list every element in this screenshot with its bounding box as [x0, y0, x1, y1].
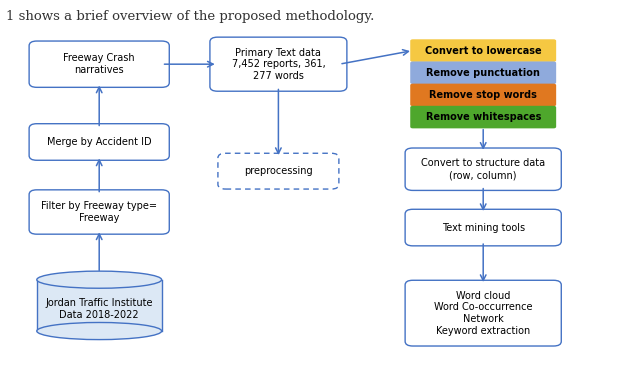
FancyBboxPatch shape: [410, 84, 556, 106]
Text: Text mining tools: Text mining tools: [442, 223, 525, 233]
Ellipse shape: [36, 322, 162, 340]
Text: Primary Text data
7,452 reports, 361,
277 words: Primary Text data 7,452 reports, 361, 27…: [232, 47, 325, 81]
Text: Remove whitespaces: Remove whitespaces: [426, 112, 541, 122]
Text: Remove punctuation: Remove punctuation: [426, 68, 540, 78]
FancyBboxPatch shape: [218, 153, 339, 189]
FancyBboxPatch shape: [405, 280, 561, 346]
FancyBboxPatch shape: [29, 41, 169, 88]
FancyBboxPatch shape: [210, 37, 347, 91]
Text: Remove stop words: Remove stop words: [429, 90, 537, 100]
FancyBboxPatch shape: [410, 106, 556, 128]
Text: Convert to structure data
(row, column): Convert to structure data (row, column): [421, 158, 545, 180]
Text: Word cloud
Word Co-occurrence
Network
Keyword extraction: Word cloud Word Co-occurrence Network Ke…: [434, 291, 532, 336]
FancyBboxPatch shape: [29, 190, 169, 234]
Text: Jordan Traffic Institute
Data 2018-2022: Jordan Traffic Institute Data 2018-2022: [45, 298, 153, 320]
Text: Merge by Accident ID: Merge by Accident ID: [47, 137, 152, 147]
Text: 1 shows a brief overview of the proposed methodology.: 1 shows a brief overview of the proposed…: [6, 10, 375, 23]
Text: Filter by Freeway type=
Freeway: Filter by Freeway type= Freeway: [41, 201, 157, 223]
FancyBboxPatch shape: [36, 280, 161, 331]
Text: Freeway Crash
narratives: Freeway Crash narratives: [63, 53, 135, 75]
FancyBboxPatch shape: [405, 209, 561, 246]
Ellipse shape: [36, 271, 162, 288]
Text: preprocessing: preprocessing: [244, 166, 313, 176]
FancyBboxPatch shape: [410, 61, 556, 84]
FancyBboxPatch shape: [405, 148, 561, 191]
FancyBboxPatch shape: [410, 39, 556, 62]
Text: Convert to lowercase: Convert to lowercase: [425, 46, 541, 56]
FancyBboxPatch shape: [29, 124, 169, 160]
